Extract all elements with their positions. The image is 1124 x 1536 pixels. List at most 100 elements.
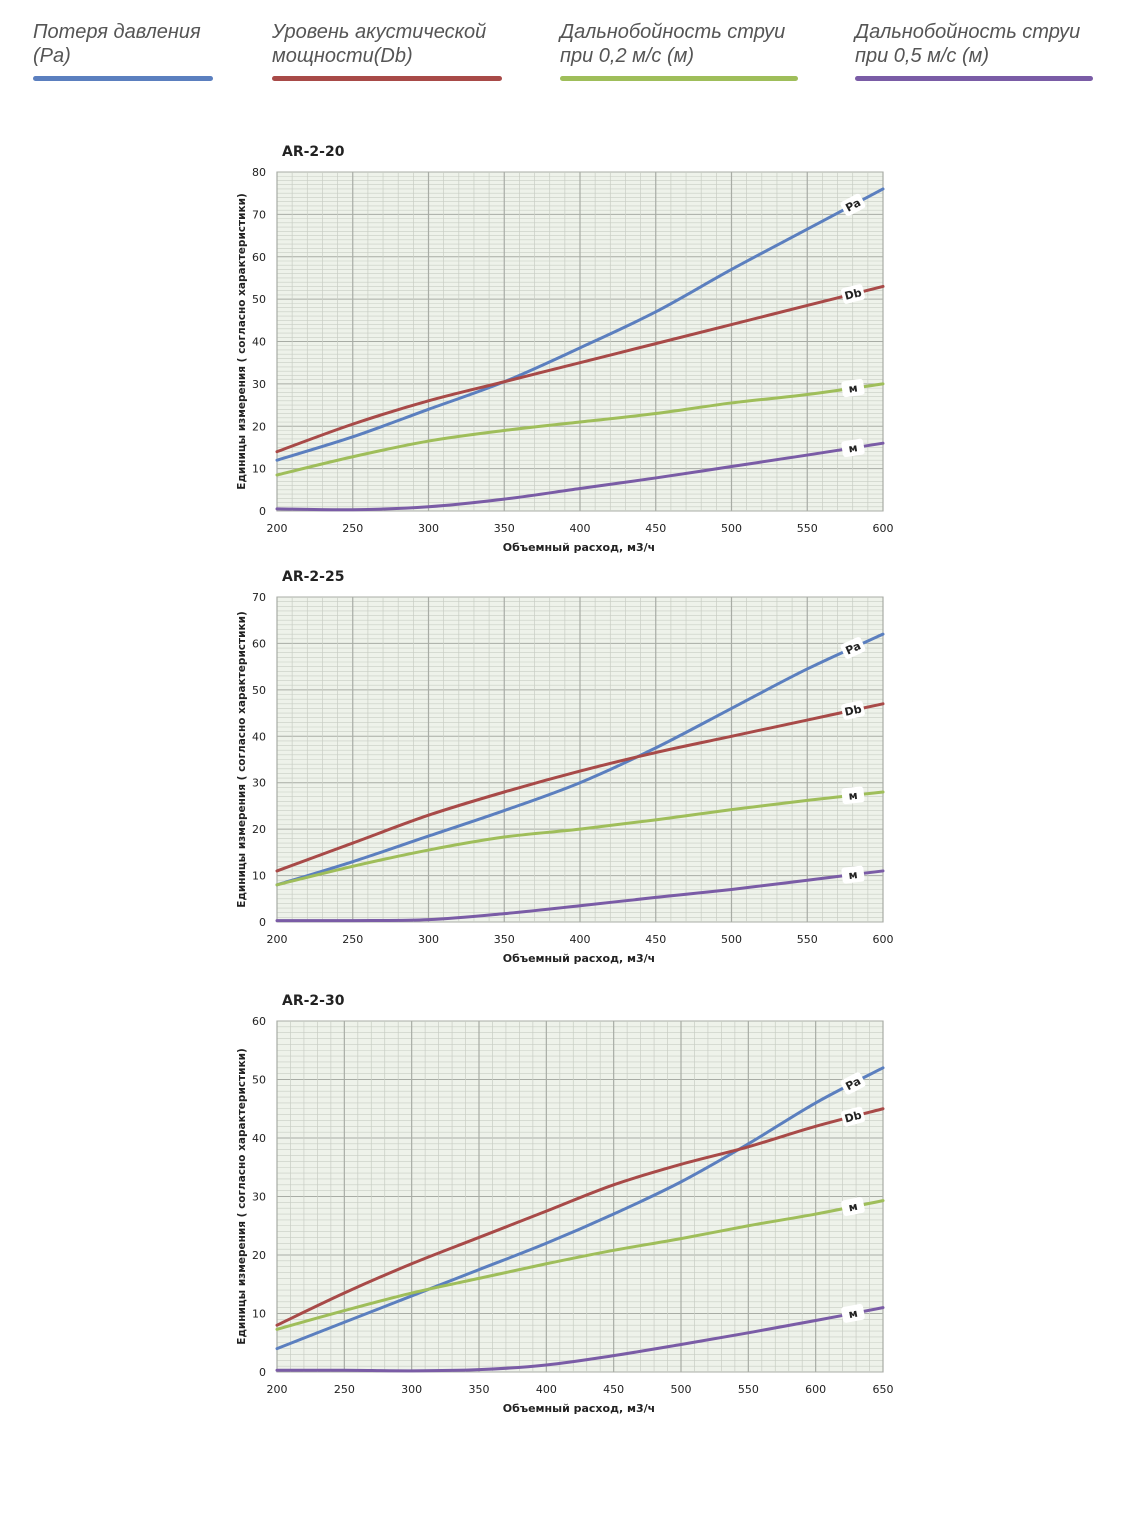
x-tick-label: 350 bbox=[494, 522, 515, 535]
chart-ar-2-25: AR-2-25 0 10 20 30 40 50 60 70 200 250 300 350 400 450… bbox=[236, 569, 894, 965]
chart-title: AR-2-20 bbox=[282, 144, 345, 160]
y-tick-label: 50 bbox=[252, 293, 266, 306]
series-line-Pa bbox=[275, 187, 885, 462]
y-tick-label: 60 bbox=[252, 637, 266, 650]
y-tick-label: 10 bbox=[252, 870, 266, 883]
series-label-text: Db bbox=[843, 1109, 863, 1126]
y-tick-label: 10 bbox=[252, 463, 266, 476]
series-label-bg bbox=[841, 1197, 865, 1217]
series-label-bg bbox=[840, 1072, 866, 1095]
x-tick-label: 550 bbox=[797, 522, 818, 535]
y-axis-label: Единицы измерения ( согласно характерист… bbox=[236, 193, 248, 489]
x-tick-label: 450 bbox=[645, 522, 666, 535]
legend-label: Потеря давления (Pa) bbox=[33, 21, 201, 67]
series-label: м bbox=[841, 865, 865, 884]
chart-ar-2-20: AR-2-20 0 10 20 30 40 50 60 70 80 200 250 300 350 400 4… bbox=[236, 144, 894, 554]
x-tick-label: 600 bbox=[873, 933, 894, 946]
series-label: Db bbox=[840, 1106, 866, 1127]
x-tick-label: 400 bbox=[536, 1383, 557, 1396]
legend-label: Дальнобойность струи при 0,2 м/с (м) bbox=[560, 21, 786, 67]
x-tick-label: 250 bbox=[334, 1383, 355, 1396]
x-tick-label: 500 bbox=[721, 522, 742, 535]
x-tick-label: 550 bbox=[797, 933, 818, 946]
series-label-text: Pa bbox=[843, 196, 863, 215]
y-tick-label: 80 bbox=[252, 166, 266, 179]
legend-swatch bbox=[560, 76, 798, 81]
legend-item: Потеря давления (Pa) bbox=[33, 20, 213, 81]
series-label-bg bbox=[840, 193, 866, 217]
series-line-0.2 м/с bbox=[275, 1199, 885, 1331]
series-line-Db bbox=[275, 702, 885, 873]
series-line-Pa bbox=[275, 632, 885, 887]
legend-item: Дальнобойность струи при 0,2 м/с (м) bbox=[560, 20, 798, 81]
legend-item: Дальнобойность струи при 0,5 м/с (м) bbox=[855, 20, 1093, 81]
x-tick-label: 500 bbox=[671, 1383, 692, 1396]
legend-label: Дальнобойность струи при 0,5 м/с (м) bbox=[855, 21, 1081, 67]
series-label-text: м bbox=[848, 441, 859, 455]
y-tick-label: 20 bbox=[252, 823, 266, 836]
series-line-0.2 м/с bbox=[275, 382, 885, 477]
series-label-bg bbox=[840, 637, 866, 659]
x-tick-label: 200 bbox=[267, 933, 288, 946]
x-tick-label: 450 bbox=[603, 1383, 624, 1396]
y-tick-label: 40 bbox=[252, 730, 266, 743]
x-tick-label: 250 bbox=[342, 522, 363, 535]
series-label-bg bbox=[841, 786, 865, 805]
series-label: м bbox=[841, 438, 865, 458]
x-tick-label: 550 bbox=[738, 1383, 759, 1396]
series-label-bg bbox=[841, 438, 865, 458]
x-tick-label: 350 bbox=[469, 1383, 490, 1396]
series-label-bg bbox=[841, 379, 865, 398]
y-tick-label: 0 bbox=[259, 505, 266, 518]
x-tick-label: 600 bbox=[873, 522, 894, 535]
series-line-Pa bbox=[275, 1066, 885, 1351]
y-tick-label: 60 bbox=[252, 251, 266, 264]
series-line-0.5 м/с bbox=[275, 869, 885, 923]
legend-swatch bbox=[855, 76, 1093, 81]
y-tick-label: 20 bbox=[252, 420, 266, 433]
series-label: Pa bbox=[840, 1072, 866, 1095]
series-label: м bbox=[841, 379, 865, 398]
legend-label: Уровень акустической мощности(Db) bbox=[272, 21, 487, 67]
series-label-text: Pa bbox=[844, 639, 863, 657]
x-tick-label: 250 bbox=[342, 933, 363, 946]
series-label-text: м bbox=[848, 789, 858, 803]
chart-ar-2-30: AR-2-30 0 10 20 30 40 50 60 200 250 300 350 400 450 50… bbox=[236, 993, 894, 1415]
legend-item: Уровень акустической мощности(Db) bbox=[272, 20, 502, 81]
x-axis-label: Объемный расход, м3/ч bbox=[503, 1402, 655, 1415]
series-label-bg bbox=[841, 700, 865, 720]
series-line-Db bbox=[275, 284, 885, 454]
x-tick-label: 300 bbox=[418, 522, 439, 535]
series-line-0.5 м/с bbox=[275, 441, 885, 512]
x-tick-label: 300 bbox=[418, 933, 439, 946]
x-tick-label: 500 bbox=[721, 933, 742, 946]
series-label: м bbox=[841, 786, 865, 805]
series-label: м bbox=[841, 1197, 865, 1217]
legend-swatch bbox=[33, 76, 213, 81]
chart-title: AR-2-30 bbox=[282, 993, 345, 1009]
y-tick-label: 0 bbox=[259, 916, 266, 929]
series-label-text: м bbox=[848, 868, 859, 882]
x-tick-label: 600 bbox=[805, 1383, 826, 1396]
series-label: Db bbox=[841, 284, 865, 304]
x-tick-label: 400 bbox=[570, 933, 591, 946]
y-tick-label: 20 bbox=[252, 1249, 266, 1262]
y-tick-label: 30 bbox=[252, 378, 266, 391]
series-label: Db bbox=[841, 700, 865, 720]
y-tick-label: 30 bbox=[252, 777, 266, 790]
y-tick-label: 10 bbox=[252, 1308, 266, 1321]
y-tick-label: 70 bbox=[252, 208, 266, 221]
series-line-Db bbox=[275, 1107, 885, 1327]
series-label-text: м bbox=[847, 1200, 858, 1215]
y-tick-label: 50 bbox=[252, 684, 266, 697]
series-label-text: м bbox=[847, 1307, 858, 1321]
y-axis-label: Единицы измерения ( согласно характерист… bbox=[236, 1048, 248, 1344]
y-tick-label: 0 bbox=[259, 1366, 266, 1379]
series-label-text: Db bbox=[843, 703, 862, 719]
x-tick-label: 450 bbox=[645, 933, 666, 946]
x-tick-label: 200 bbox=[267, 522, 288, 535]
legend-swatch bbox=[272, 76, 502, 81]
series-label-text: Db bbox=[843, 286, 863, 303]
x-tick-label: 300 bbox=[401, 1383, 422, 1396]
series-label: Pa bbox=[840, 637, 866, 659]
